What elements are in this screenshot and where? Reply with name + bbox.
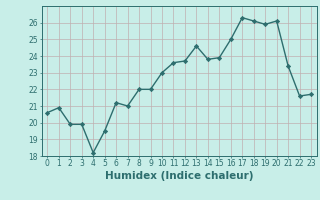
X-axis label: Humidex (Indice chaleur): Humidex (Indice chaleur) [105,171,253,181]
